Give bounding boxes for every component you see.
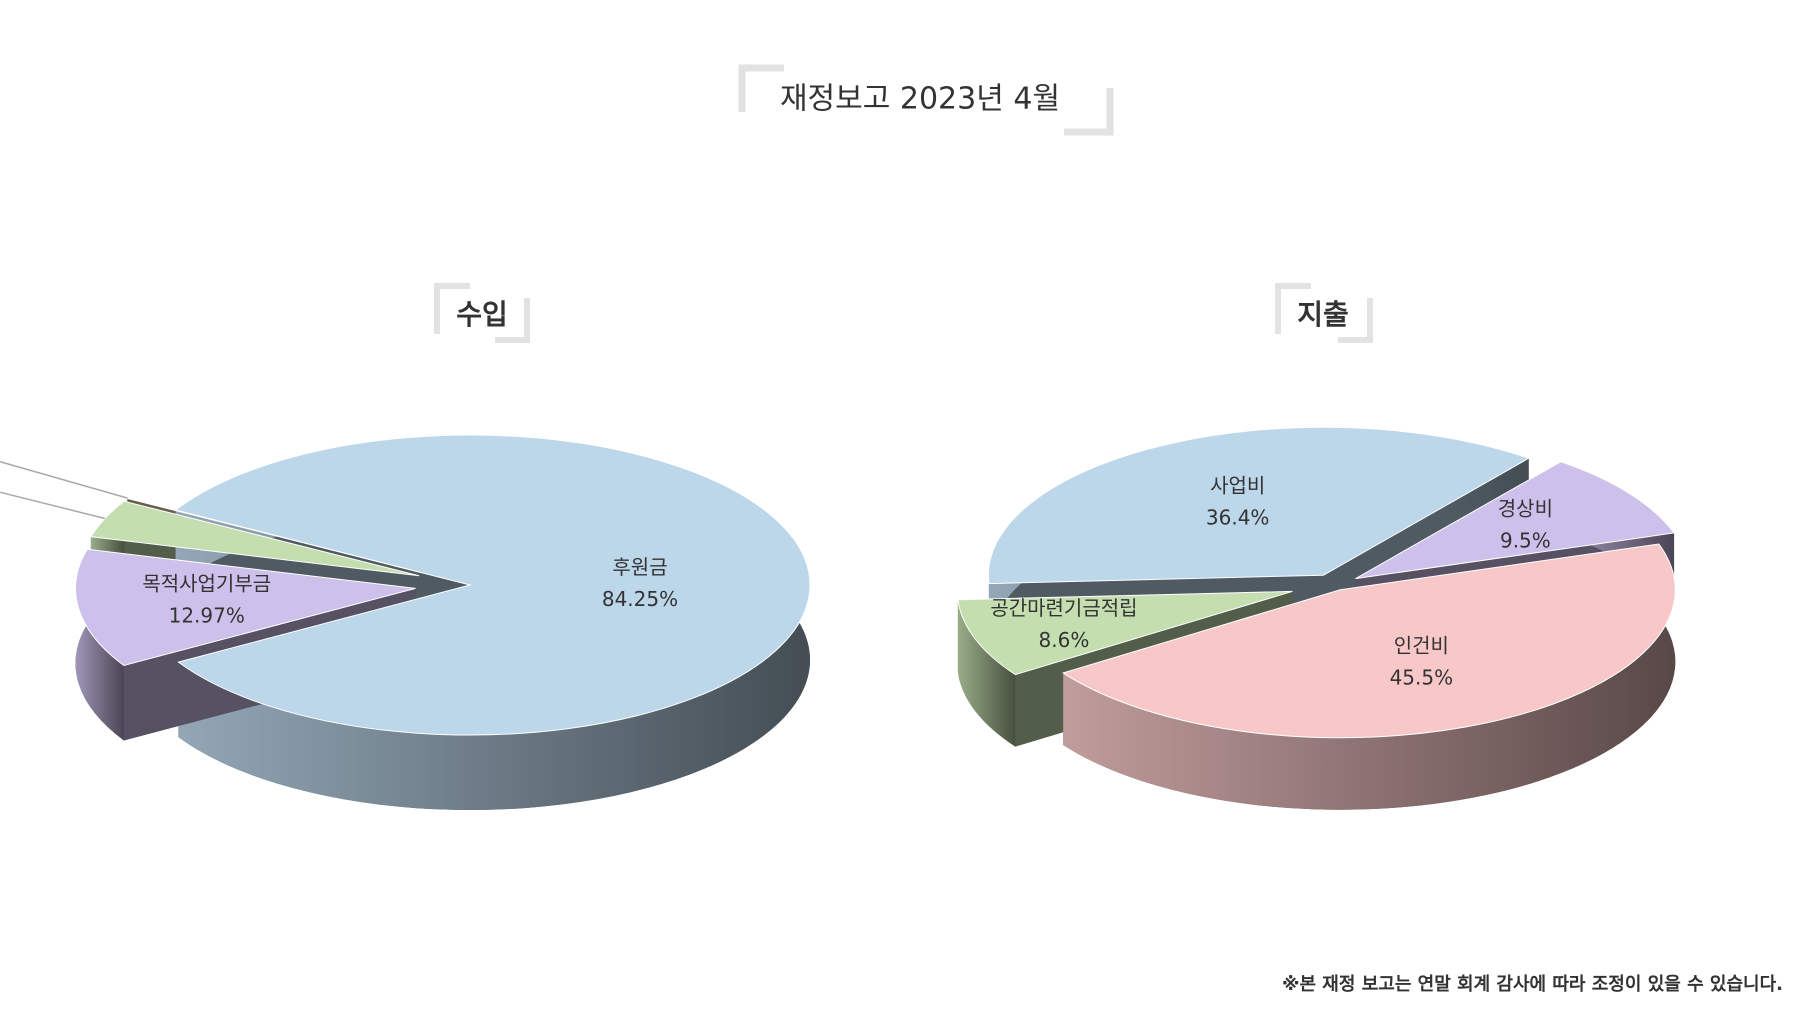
pie-slice [1355,461,1675,580]
slice-category: 사업수입 [0,429,2,453]
pie-slice [75,548,416,667]
footnote: ※본 재정 보고는 연말 회계 감사에 따라 조정이 있을 수 있습니다. [1282,974,1783,995]
slice-value: 45.5% [1390,665,1454,689]
leader-line [0,491,106,520]
slice-category: 목적사업기부금 [142,572,271,596]
slice-category: 공간마련기금적립 [990,596,1137,620]
pie-slice [174,434,811,736]
slice-category: 사업비 [1210,474,1265,498]
leader-line [0,460,128,499]
bracket [1275,283,1311,334]
bracket [434,283,470,334]
slice-side [75,549,124,741]
bracket [1338,298,1373,343]
slice-value: 9.5% [1500,528,1551,552]
slice-value: 12.97% [169,604,245,628]
slice-category: 경상비 [1498,496,1553,520]
slice-side [1063,544,1676,810]
bracket [1064,88,1114,136]
pie-slice [957,590,1293,676]
slice-category: 인건비 [1394,633,1449,657]
bracket [738,64,784,112]
slice-category: 후원금 [612,555,667,579]
slice-category: 사업수입외 [0,395,1,419]
bracket [495,298,530,343]
chart-title: 수입 [456,298,508,331]
pie-slice [1062,543,1676,739]
page-title: 재정보고 2023년 4월 [780,82,1060,117]
pie-slice [987,426,1530,585]
slice-value: 36.4% [1206,506,1270,530]
chart-title: 지출 [1297,298,1349,331]
slice-side [957,599,1016,747]
slice-value: 84.25% [602,587,678,611]
slice-value: 8.6% [1039,628,1090,652]
